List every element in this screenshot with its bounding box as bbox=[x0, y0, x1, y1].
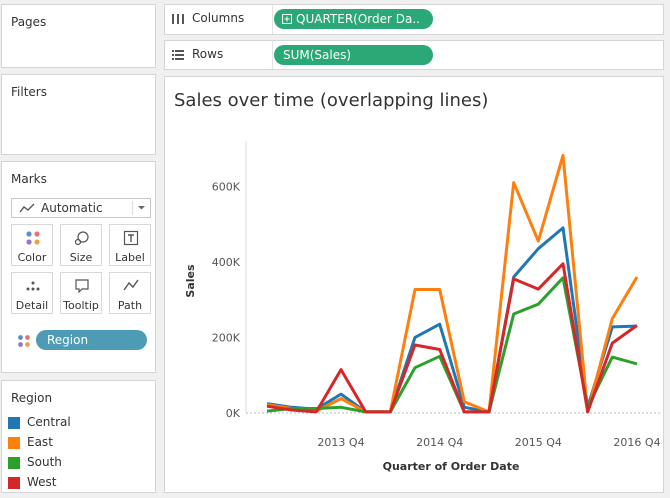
marks-card: Marks Automatic Color Size Label bbox=[1, 161, 156, 373]
region-color-pill[interactable]: Region bbox=[36, 330, 147, 350]
x-tick-label: 2016 Q4 bbox=[613, 436, 660, 449]
tooltip-button-label: Tooltip bbox=[63, 299, 99, 312]
path-button-label: Path bbox=[117, 299, 143, 312]
legend-label: South bbox=[27, 455, 62, 469]
path-icon bbox=[123, 279, 139, 291]
mark-type-label: Automatic bbox=[41, 201, 103, 215]
legend-label: East bbox=[27, 435, 53, 449]
columns-pill[interactable]: QUARTER(Order Da.. bbox=[274, 9, 433, 29]
pages-card: Pages bbox=[1, 4, 156, 68]
x-axis-title: Quarter of Order Date bbox=[383, 460, 520, 473]
rows-icon bbox=[172, 50, 184, 60]
size-button-label: Size bbox=[69, 251, 93, 264]
legend-label: Central bbox=[27, 415, 71, 429]
filters-card[interactable]: Filters bbox=[1, 74, 156, 155]
marks-title: Marks bbox=[11, 172, 47, 186]
detail-button-label: Detail bbox=[15, 299, 49, 312]
y-tick-label: 200K bbox=[212, 331, 241, 344]
series-line-west[interactable] bbox=[266, 262, 638, 414]
label-icon bbox=[123, 230, 139, 246]
dropdown-separator bbox=[132, 201, 133, 215]
legend-title: Region bbox=[11, 391, 53, 405]
chevron-down-icon bbox=[138, 206, 145, 210]
pages-title: Pages bbox=[11, 15, 47, 29]
legend-swatch bbox=[8, 477, 20, 489]
series-lines bbox=[266, 153, 639, 414]
detail-dots-icon bbox=[26, 281, 40, 291]
rows-pill-label: SUM(Sales) bbox=[283, 48, 352, 62]
label-button-label: Label bbox=[115, 251, 145, 264]
color-dots-icon bbox=[26, 231, 40, 245]
rows-pill[interactable]: SUM(Sales) bbox=[274, 45, 433, 65]
columns-shelf[interactable]: Columns QUARTER(Order Da.. bbox=[164, 4, 664, 35]
color-button[interactable]: Color bbox=[11, 224, 53, 266]
line-mark-icon bbox=[19, 203, 35, 213]
y-axis-title: Sales bbox=[184, 264, 197, 298]
region-color-pill-label: Region bbox=[47, 333, 89, 347]
y-tick-label: 600K bbox=[212, 180, 241, 193]
color-dots-icon bbox=[18, 335, 30, 347]
legend-swatch bbox=[8, 437, 20, 449]
viz-title: Sales over time (overlapping lines) bbox=[174, 90, 489, 111]
detail-button[interactable]: Detail bbox=[11, 272, 53, 314]
legend-card: Region Central East South West bbox=[1, 380, 156, 493]
label-button[interactable]: Label bbox=[109, 224, 151, 266]
y-tick-label: 400K bbox=[212, 256, 241, 269]
tooltip-button[interactable]: Tooltip bbox=[60, 272, 102, 314]
rows-shelf-label: Rows bbox=[192, 47, 224, 61]
series-line-east[interactable] bbox=[266, 153, 639, 414]
shelf-divider bbox=[272, 5, 273, 34]
x-tick-label: 2013 Q4 bbox=[317, 436, 364, 449]
size-button[interactable]: Size bbox=[60, 224, 102, 266]
y-axis-tick-labels: 0K 200K 400K 600K bbox=[212, 180, 241, 420]
viz-card bbox=[164, 76, 664, 493]
columns-icon bbox=[172, 14, 184, 24]
tooltip-icon bbox=[75, 279, 89, 294]
color-button-label: Color bbox=[17, 251, 47, 264]
filters-title: Filters bbox=[11, 85, 47, 99]
x-axis-tick-labels: 2013 Q4 2014 Q4 2015 Q4 2016 Q4 bbox=[317, 436, 660, 449]
legend-swatch bbox=[8, 457, 20, 469]
shelf-divider bbox=[272, 41, 273, 69]
legend-label: West bbox=[27, 475, 57, 489]
mark-type-dropdown[interactable]: Automatic bbox=[11, 198, 151, 218]
sales-line-chart: 0K 200K 400K 600K 2013 Q4 2014 Q4 2015 Q4 2016… bbox=[184, 141, 661, 473]
series-line-central[interactable] bbox=[266, 226, 638, 414]
x-tick-label: 2014 Q4 bbox=[416, 436, 463, 449]
y-tick-label: 0K bbox=[226, 407, 241, 420]
columns-pill-label: QUARTER(Order Da.. bbox=[296, 12, 420, 26]
expand-plus-icon bbox=[282, 14, 292, 24]
columns-shelf-label: Columns bbox=[192, 11, 245, 25]
legend-swatch bbox=[8, 417, 20, 429]
rows-shelf[interactable]: Rows SUM(Sales) bbox=[164, 40, 664, 70]
size-icon bbox=[74, 231, 89, 246]
x-tick-label: 2015 Q4 bbox=[515, 436, 562, 449]
path-button[interactable]: Path bbox=[109, 272, 151, 314]
